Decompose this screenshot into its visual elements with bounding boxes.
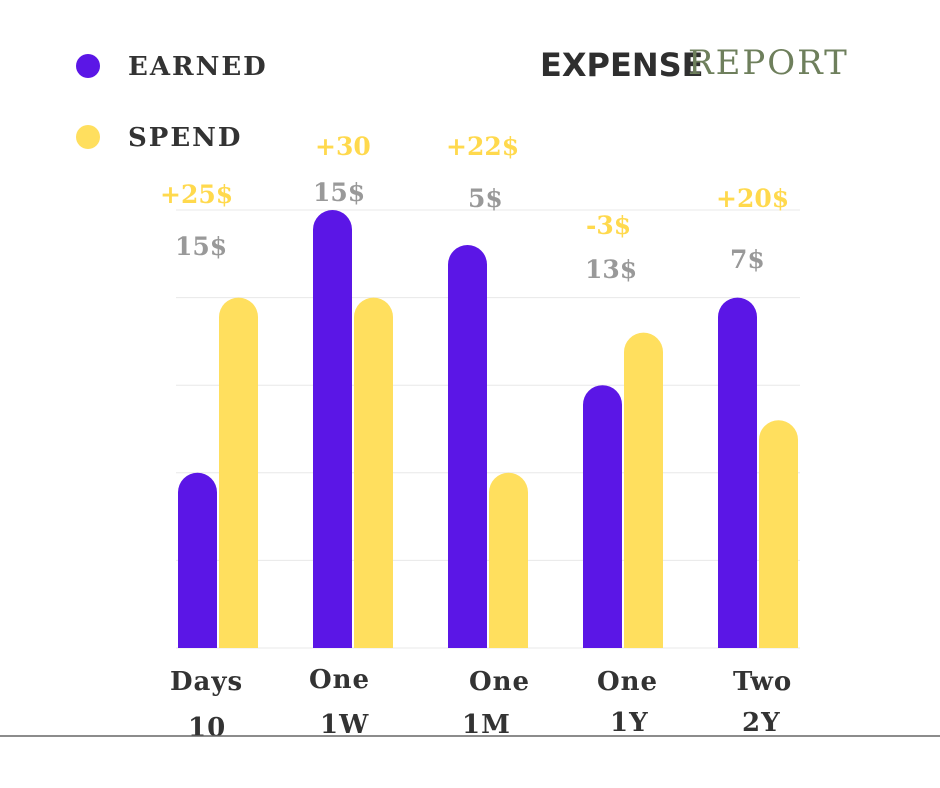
earned-bar-3	[448, 245, 487, 648]
x-label-line2-4: 1Y	[610, 708, 649, 738]
spend-bar-3	[489, 472, 528, 648]
annotation-base-2: 15$	[313, 178, 365, 207]
x-label-line1-5: Two	[733, 667, 792, 697]
annotation-delta-5: +20$	[716, 184, 789, 213]
title-part-expense: EXPENSE	[540, 46, 704, 84]
annotation-base-1: 15$	[175, 232, 227, 261]
legend-spend-label: SPEND	[128, 123, 242, 153]
legend: EARNED SPEND	[76, 52, 268, 153]
earned-bar-5	[718, 297, 757, 648]
annotations: +25$ 15$ +30 15$ +22$ 5$ -3$ 13$ +20$ 7$	[160, 132, 789, 284]
annotation-delta-1: +25$	[160, 180, 233, 209]
annotation-base-5: 7$	[730, 245, 765, 274]
spend-bar-5	[759, 420, 798, 648]
annotation-base-4: 13$	[585, 255, 637, 284]
spend-bar-2	[354, 297, 393, 648]
spend-bar-1	[219, 297, 258, 648]
x-label-line1-1: Days	[170, 667, 243, 697]
x-label-line1-3: One	[469, 667, 530, 697]
legend-earned-swatch	[76, 54, 100, 78]
bars	[178, 210, 798, 648]
earned-bar-2	[313, 210, 352, 648]
annotation-delta-4: -3$	[586, 211, 631, 240]
earned-bar-1	[178, 472, 217, 648]
x-label-line2-2: 1W	[320, 710, 369, 740]
x-label-line2-1: 10	[188, 713, 226, 743]
x-axis-labels: Days 10 One 1W One 1M One 1Y Two 2Y	[170, 665, 792, 743]
spend-bar-4	[624, 332, 663, 648]
annotation-delta-2: +30	[315, 132, 371, 161]
x-label-line2-5: 2Y	[742, 708, 781, 738]
annotation-base-3: 5$	[468, 184, 503, 213]
annotation-delta-3: +22$	[446, 132, 519, 161]
x-label-line1-2: One	[309, 665, 370, 695]
earned-bar-4	[583, 385, 622, 648]
x-label-line2-3: 1M	[462, 710, 511, 740]
legend-earned-label: EARNED	[128, 52, 268, 82]
title-part-report: REPORT	[688, 43, 849, 83]
legend-spend-swatch	[76, 125, 100, 149]
x-label-line1-4: One	[597, 667, 658, 697]
grid-lines	[176, 209, 800, 649]
